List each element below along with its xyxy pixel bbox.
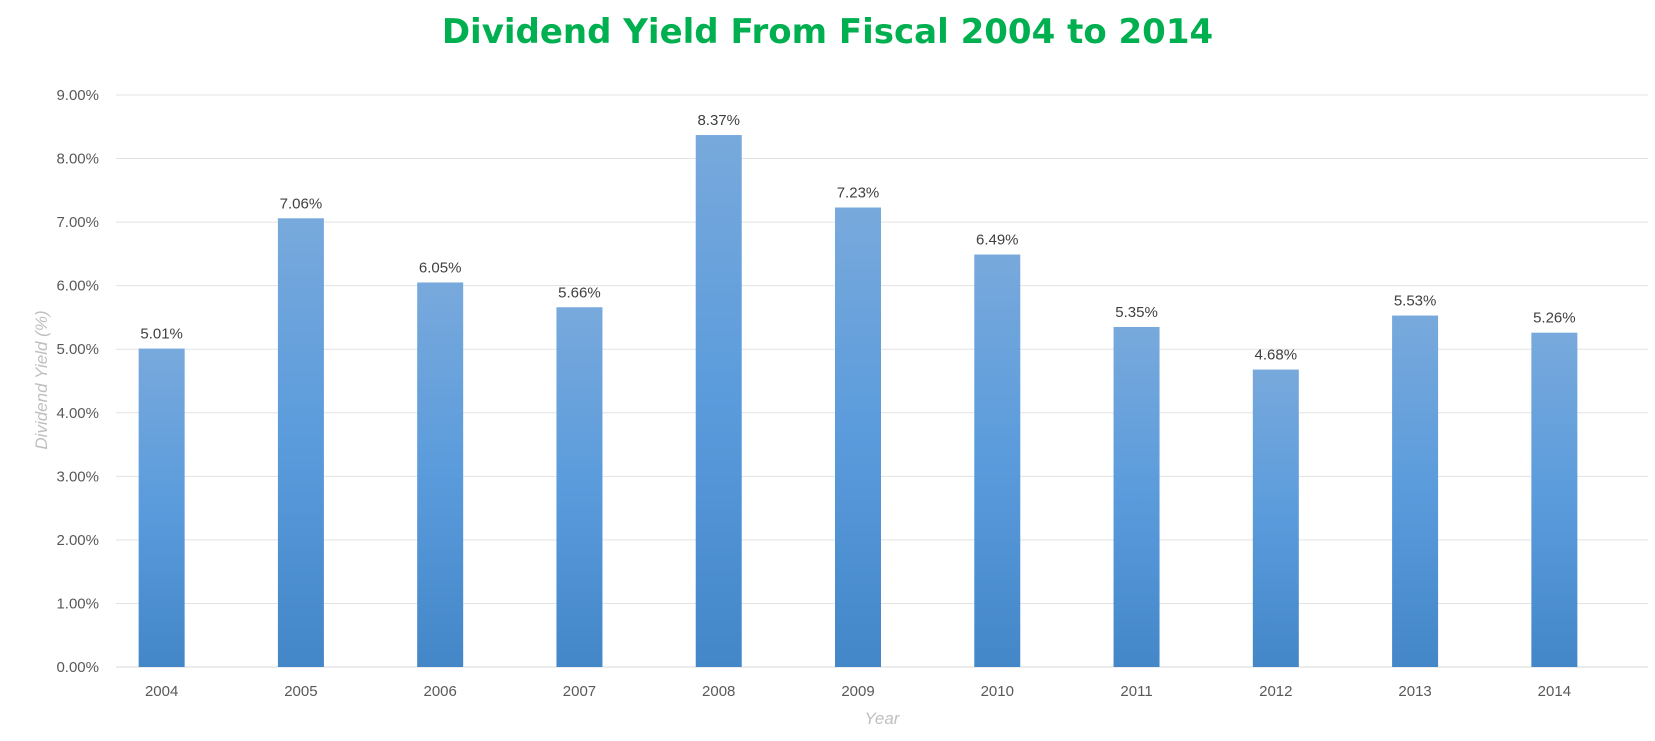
- y-tick-label: 8.00%: [56, 151, 99, 168]
- y-tick-label: 4.00%: [56, 405, 99, 422]
- bar-2009: [835, 207, 881, 667]
- y-axis-title: Dividend Yield (%): [32, 310, 51, 449]
- data-label-2013: 5.53%: [1394, 293, 1437, 310]
- x-tick-label-2006: 2006: [423, 683, 456, 700]
- data-label-2012: 4.68%: [1255, 347, 1298, 364]
- x-tick-label-2014: 2014: [1538, 683, 1571, 700]
- data-labels: 5.01% 7.06% 6.05% 5.66% 8.37% 7.23% 6.49% 5.35%…: [140, 112, 1575, 364]
- x-axis-title: Year: [865, 709, 901, 728]
- y-axis-tick-labels: 0.00% 1.00% 2.00% 3.00% 4.00% 5.00% 6.00% 7.00%…: [56, 87, 99, 676]
- data-label-2011: 5.35%: [1115, 304, 1158, 321]
- y-tick-label: 6.00%: [56, 278, 99, 295]
- data-label-2009: 7.23%: [837, 184, 880, 201]
- x-tick-label-2011: 2011: [1120, 683, 1152, 700]
- y-tick-label: 7.00%: [56, 214, 99, 231]
- data-label-2005: 7.06%: [280, 195, 323, 212]
- bar-2012: [1252, 369, 1299, 667]
- x-tick-label-2010: 2010: [981, 683, 1014, 700]
- x-tick-label-2007: 2007: [563, 683, 596, 700]
- y-tick-label: 2.00%: [56, 532, 99, 549]
- bar-2006: [417, 282, 464, 667]
- data-label-2007: 5.66%: [558, 284, 601, 301]
- chart-title: Dividend Yield From Fiscal 2004 to 2014: [441, 12, 1214, 52]
- y-tick-label: 0.00%: [56, 659, 99, 676]
- gridlines: [116, 94, 1648, 668]
- y-tick-label: 5.00%: [56, 341, 99, 358]
- bar-2010: [974, 254, 1021, 667]
- data-label-2006: 6.05%: [419, 259, 462, 276]
- data-label-2008: 8.37%: [697, 112, 740, 129]
- bar-2007: [556, 307, 603, 667]
- x-axis-tick-labels: 2004 2005 2006 2007 2008 2009 2010 2011 2012 2013…: [145, 683, 1571, 700]
- x-tick-label-2004: 2004: [145, 683, 178, 700]
- x-tick-label-2012: 2012: [1259, 683, 1292, 700]
- bar-2013: [1392, 315, 1439, 667]
- bar-2008: [695, 135, 742, 668]
- data-label-2014: 5.26%: [1533, 310, 1576, 327]
- data-label-2004: 5.01%: [140, 326, 183, 343]
- x-tick-label-2008: 2008: [702, 683, 735, 700]
- x-tick-label-2013: 2013: [1398, 683, 1431, 700]
- y-tick-label: 3.00%: [56, 468, 99, 485]
- data-label-2010: 6.49%: [976, 232, 1019, 249]
- y-tick-label: 1.00%: [56, 595, 99, 612]
- bar-2005: [277, 218, 324, 667]
- bar-2014: [1531, 332, 1578, 667]
- y-tick-label: 9.00%: [56, 87, 99, 104]
- bar-2011: [1113, 326, 1160, 667]
- bars: [138, 135, 1578, 668]
- x-tick-label-2005: 2005: [284, 683, 317, 700]
- bar-2004: [138, 348, 185, 667]
- x-tick-label-2009: 2009: [841, 683, 874, 700]
